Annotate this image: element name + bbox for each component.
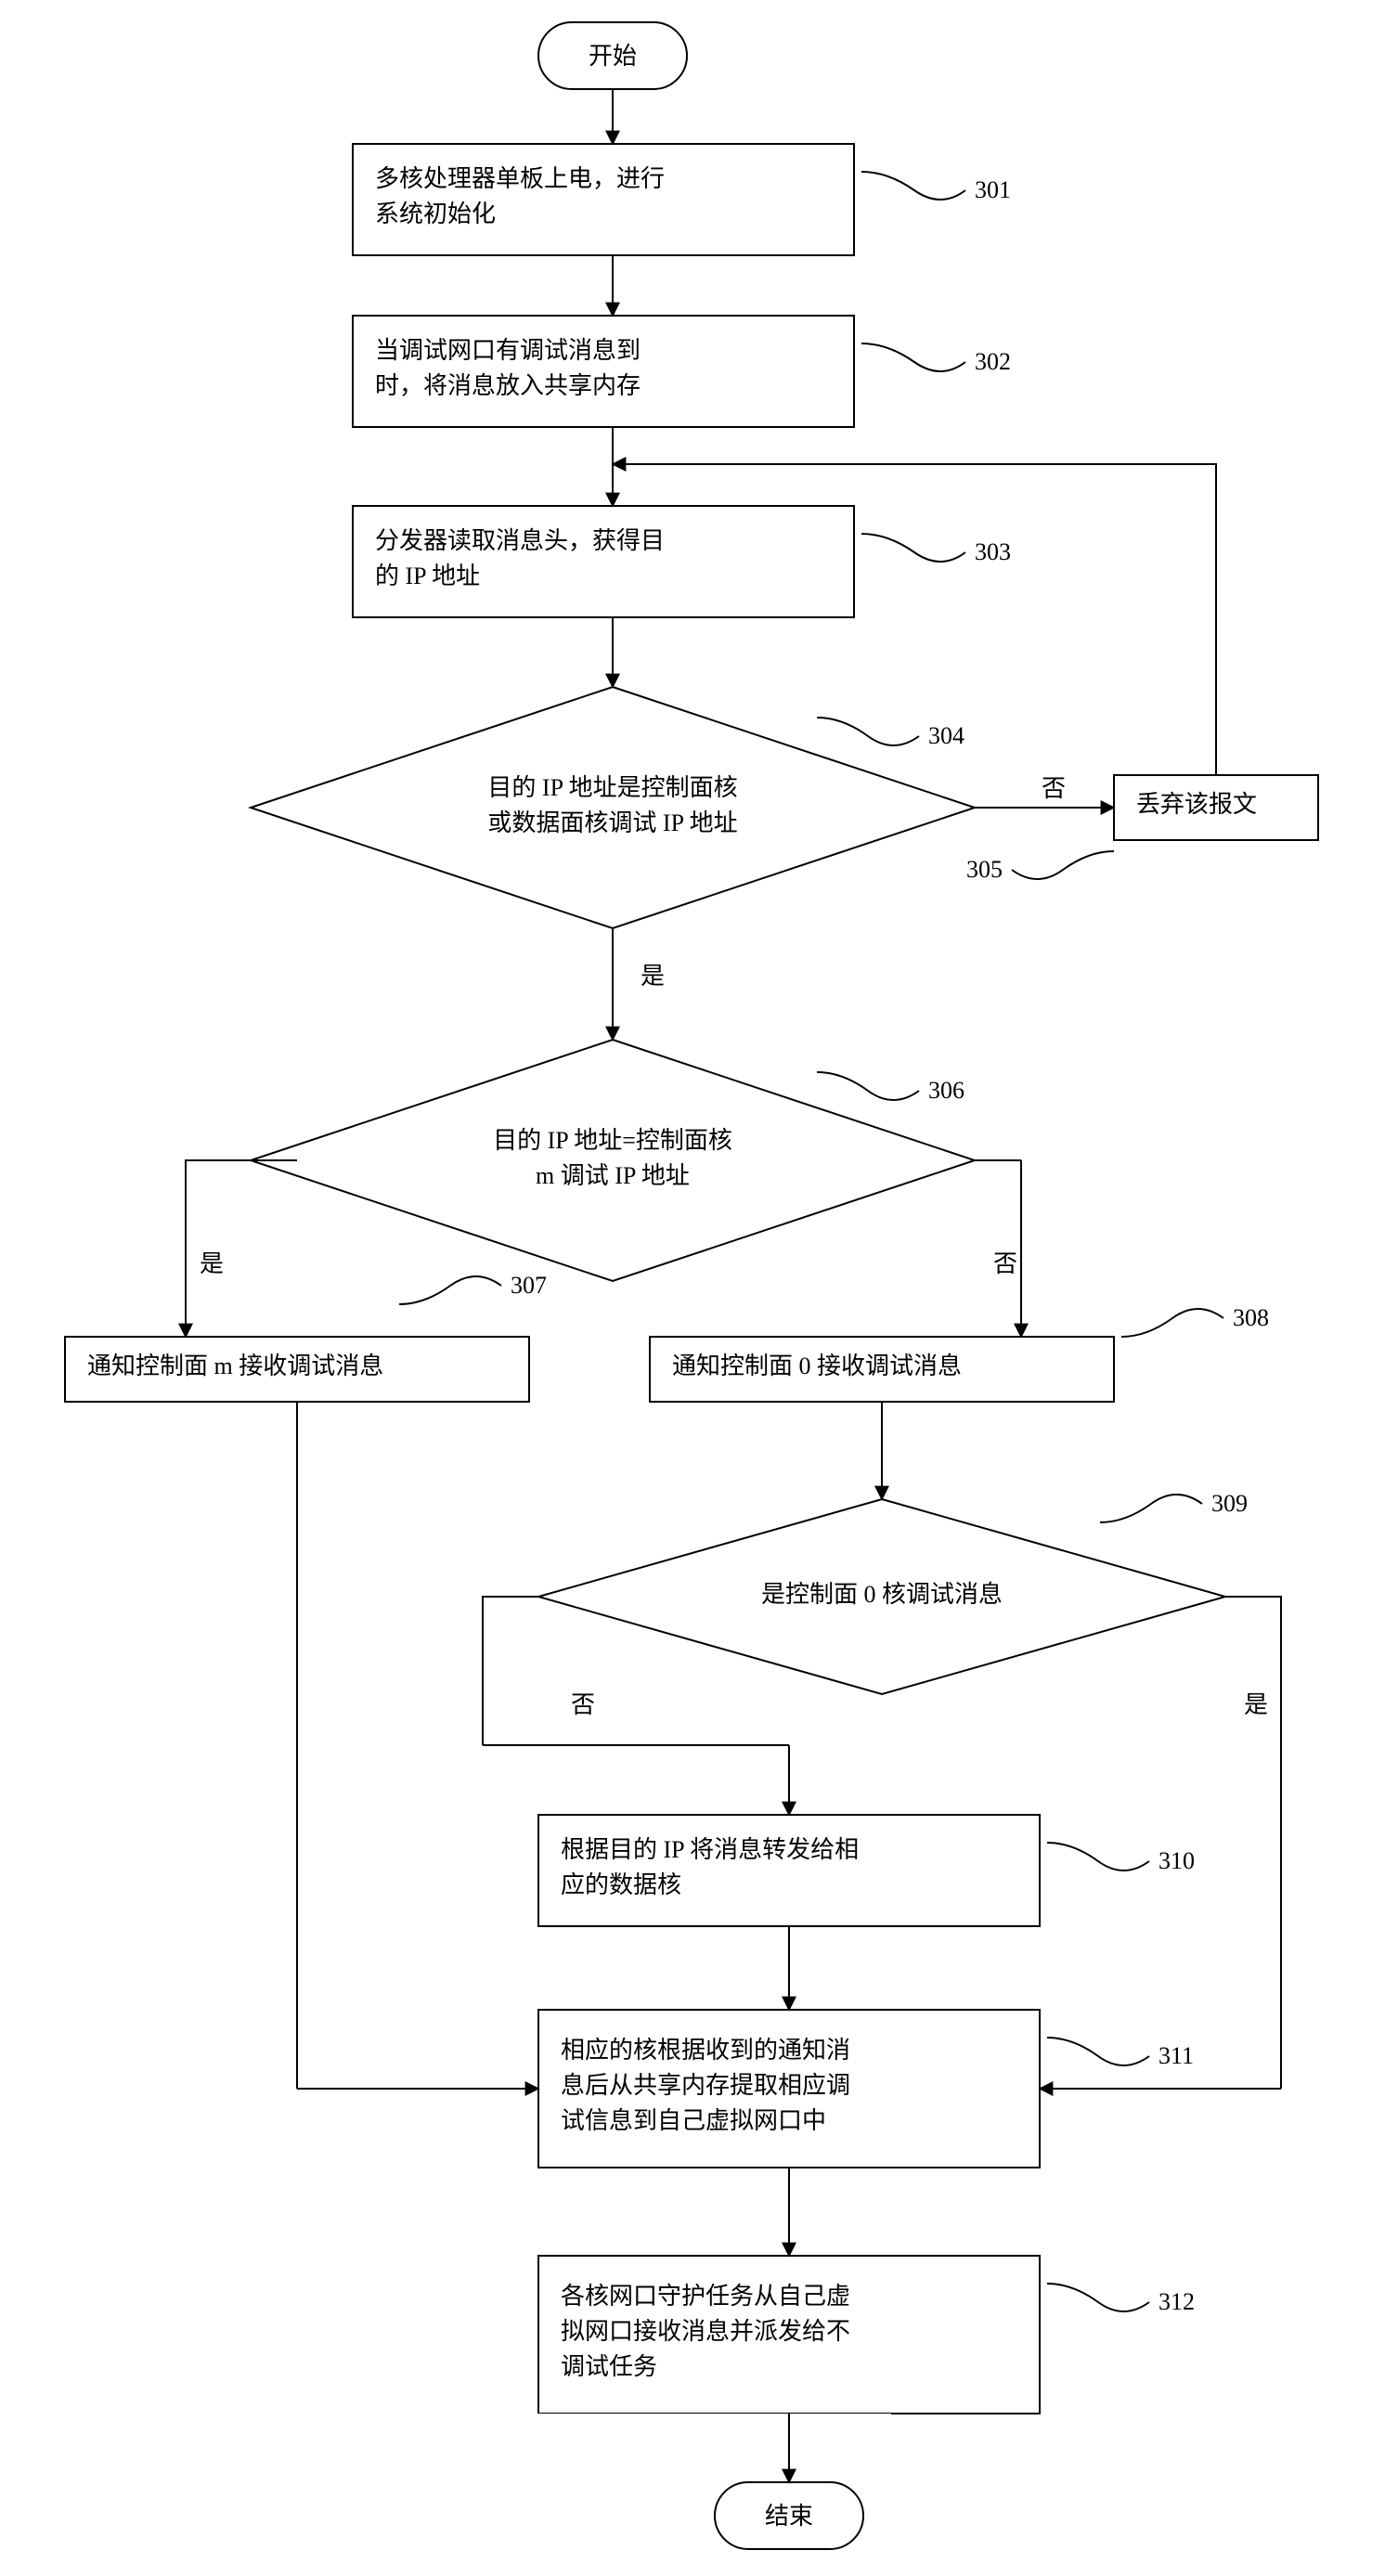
svg-text:否: 否 [571, 1691, 595, 1718]
svg-text:308: 308 [1233, 1304, 1269, 1331]
svg-text:是: 是 [1244, 1691, 1268, 1718]
svg-text:或数据面核调试 IP 地址: 或数据面核调试 IP 地址 [487, 809, 737, 836]
svg-text:303: 303 [975, 538, 1011, 565]
svg-text:306: 306 [928, 1077, 964, 1104]
svg-text:312: 312 [1158, 2288, 1195, 2315]
svg-text:307: 307 [511, 1272, 547, 1299]
svg-text:目的 IP 地址=控制面核: 目的 IP 地址=控制面核 [493, 1127, 732, 1154]
flowchart-svg: 开始结束 多核处理器单板上电，进行系统初始化当调试网口有调试消息到时，将消息放入共… [0, 0, 1385, 2576]
svg-text:息后从共享内存提取相应调: 息后从共享内存提取相应调 [561, 2072, 850, 2099]
svg-text:拟网口接收消息并派发给不: 拟网口接收消息并派发给不 [561, 2318, 850, 2345]
svg-text:目的 IP 地址是控制面核: 目的 IP 地址是控制面核 [487, 774, 737, 801]
svg-text:是: 是 [200, 1250, 224, 1277]
svg-text:否: 否 [1042, 775, 1066, 802]
svg-text:310: 310 [1158, 1847, 1195, 1874]
svg-text:的 IP 地址: 的 IP 地址 [375, 563, 480, 589]
svg-text:根据目的 IP 将消息转发给相: 根据目的 IP 将消息转发给相 [561, 1836, 859, 1863]
svg-text:当调试网口有调试消息到: 当调试网口有调试消息到 [375, 337, 641, 364]
svg-text:m 调试 IP 地址: m 调试 IP 地址 [536, 1162, 690, 1189]
svg-text:系统初始化: 系统初始化 [375, 201, 496, 227]
svg-text:是控制面 0 核调试消息: 是控制面 0 核调试消息 [761, 1581, 1003, 1608]
svg-text:结束: 结束 [765, 2503, 813, 2530]
svg-text:通知控制面 m 接收调试消息: 通知控制面 m 接收调试消息 [87, 1353, 383, 1379]
svg-text:应的数据核: 应的数据核 [561, 1871, 681, 1898]
svg-text:否: 否 [993, 1250, 1017, 1277]
svg-text:丢弃该报文: 丢弃该报文 [1136, 791, 1257, 818]
svg-text:时，将消息放入共享内存: 时，将消息放入共享内存 [375, 372, 641, 399]
svg-text:311: 311 [1158, 2042, 1194, 2069]
svg-text:分发器读取消息头，获得目: 分发器读取消息头，获得目 [375, 527, 665, 554]
svg-text:调试任务: 调试任务 [561, 2353, 657, 2380]
svg-text:304: 304 [928, 722, 964, 749]
svg-text:各核网口守护任务从自己虚: 各核网口守护任务从自己虚 [561, 2283, 850, 2310]
svg-text:试信息到自己虚拟网口中: 试信息到自己虚拟网口中 [561, 2107, 826, 2134]
svg-text:是: 是 [641, 963, 665, 990]
svg-text:相应的核根据收到的通知消: 相应的核根据收到的通知消 [561, 2037, 850, 2064]
svg-text:309: 309 [1211, 1490, 1248, 1517]
svg-text:多核处理器单板上电，进行: 多核处理器单板上电，进行 [375, 165, 665, 192]
svg-text:302: 302 [975, 348, 1011, 375]
svg-text:开始: 开始 [589, 43, 637, 70]
svg-text:通知控制面 0 接收调试消息: 通知控制面 0 接收调试消息 [672, 1353, 962, 1379]
svg-text:305: 305 [966, 856, 1003, 883]
svg-text:301: 301 [975, 176, 1011, 203]
